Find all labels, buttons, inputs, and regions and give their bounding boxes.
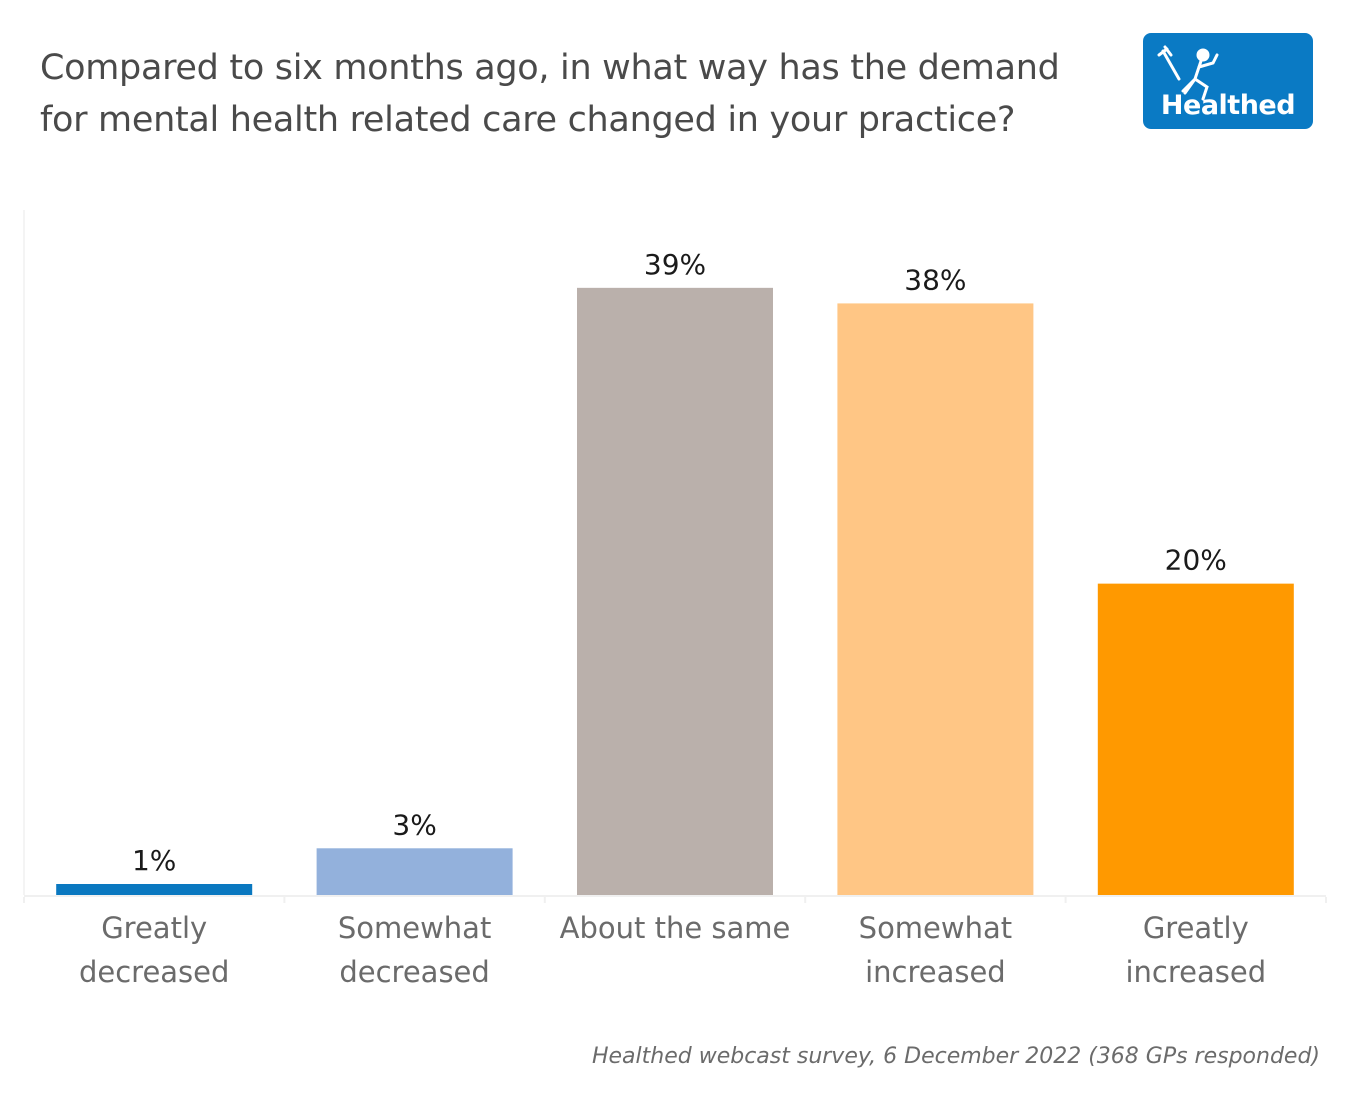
category-label: decreased <box>339 955 489 989</box>
chart-title: Compared to six months ago, in what way … <box>40 42 1140 146</box>
value-label: 39% <box>644 248 706 281</box>
category-label: increased <box>1125 955 1266 989</box>
title-line-1: Compared to six months ago, in what way … <box>40 48 1060 88</box>
bar <box>837 303 1034 896</box>
bar <box>316 848 513 895</box>
value-label: 38% <box>904 263 966 296</box>
bar <box>56 884 253 895</box>
bar <box>1097 583 1294 895</box>
value-label: 3% <box>392 808 436 841</box>
value-label: 20% <box>1165 544 1227 577</box>
healthed-logo: Healthed <box>1143 33 1313 129</box>
bars-group <box>56 287 1294 896</box>
value-labels-group: 1% 3% 39% 38% 20% <box>132 248 1227 877</box>
category-labels-group: Greatly decreased Somewhat decreased About t… <box>79 911 1266 989</box>
title-line-2: for mental health related care changed i… <box>40 100 1016 140</box>
category-label: Greatly <box>1143 911 1249 945</box>
bar <box>577 287 773 895</box>
category-label: Somewhat <box>338 911 491 945</box>
category-label: increased <box>865 955 1006 989</box>
runner-icon <box>1157 45 1219 101</box>
logo-text: Healthed <box>1160 90 1296 121</box>
category-label: decreased <box>79 955 229 989</box>
category-label: Greatly <box>101 911 207 945</box>
category-label: Somewhat <box>859 911 1012 945</box>
chart-axes <box>23 210 1327 903</box>
value-label: 1% <box>132 844 176 877</box>
source-note: Healthed webcast survey, 6 December 2022… <box>591 1044 1320 1069</box>
category-label: About the same <box>560 911 791 945</box>
